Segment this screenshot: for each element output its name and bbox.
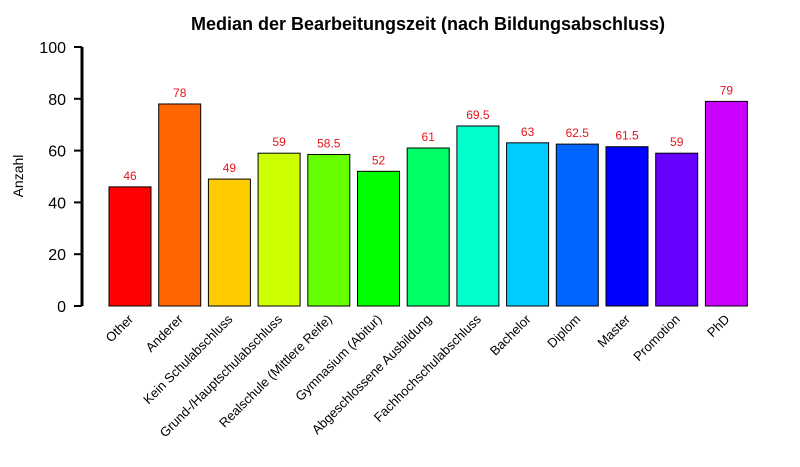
value-label: 59	[272, 135, 286, 149]
bar-gymnasium-abitur	[357, 170, 400, 307]
x-tick-label: Anderer	[143, 311, 187, 355]
value-label: 78	[173, 86, 187, 100]
value-label: 63	[521, 125, 535, 139]
chart-title: Median der Bearbeitungszeit (nach Bildun…	[191, 14, 665, 34]
value-labels: 46 78 49 59 58.5 52 61 69.5 63 62.5 61.5 59 79	[123, 83, 733, 182]
value-label: 61.5	[615, 129, 639, 143]
value-label: 46	[123, 169, 137, 183]
x-tick-label: Kein Schulabschluss	[140, 311, 236, 407]
bar-promotion	[655, 152, 699, 307]
bar-diplom	[555, 143, 599, 307]
y-tick-label: 0	[57, 299, 66, 316]
bar-bachelor	[506, 142, 550, 307]
y-tick-label: 60	[48, 144, 66, 161]
y-tick-label: 80	[48, 92, 66, 109]
value-label: 59	[670, 135, 684, 149]
bars	[108, 100, 748, 307]
bar-phd	[704, 100, 748, 307]
bar-realschule-mittlere-reife	[307, 153, 351, 307]
bar-master	[605, 146, 649, 307]
x-tick-label: Diplom	[544, 312, 583, 351]
y-axis-label: Anzahl	[10, 155, 26, 198]
value-label: 69.5	[466, 108, 490, 122]
x-tick-label: Master	[594, 311, 633, 350]
bar-fachhochschulabschluss	[456, 125, 500, 307]
value-label: 79	[720, 83, 734, 97]
value-label: 52	[372, 153, 386, 167]
value-label: 61	[422, 130, 436, 144]
bar-grund-hauptschulabschluss	[257, 152, 301, 307]
bar-other	[108, 186, 152, 307]
x-tick-label: Other	[103, 311, 137, 345]
x-tick-label: Promotion	[630, 312, 683, 365]
value-label: 58.5	[317, 136, 341, 150]
x-tick-label: Bachelor	[487, 311, 534, 358]
y-axis: 0 20 40 60 80 100	[39, 40, 84, 316]
y-tick-label: 40	[48, 195, 66, 212]
bar-kein-schulabschluss	[207, 178, 251, 307]
x-tick-label: Gymnasium (Abitur)	[292, 312, 384, 404]
bar-abgeschlossene-ausbildung	[406, 147, 450, 307]
y-tick-label: 20	[48, 247, 66, 264]
y-tick-label: 100	[39, 40, 66, 57]
value-label: 49	[223, 161, 237, 175]
bar-anderer	[158, 103, 202, 307]
x-tick-label: PhD	[704, 312, 732, 340]
value-label: 62.5	[566, 126, 590, 140]
